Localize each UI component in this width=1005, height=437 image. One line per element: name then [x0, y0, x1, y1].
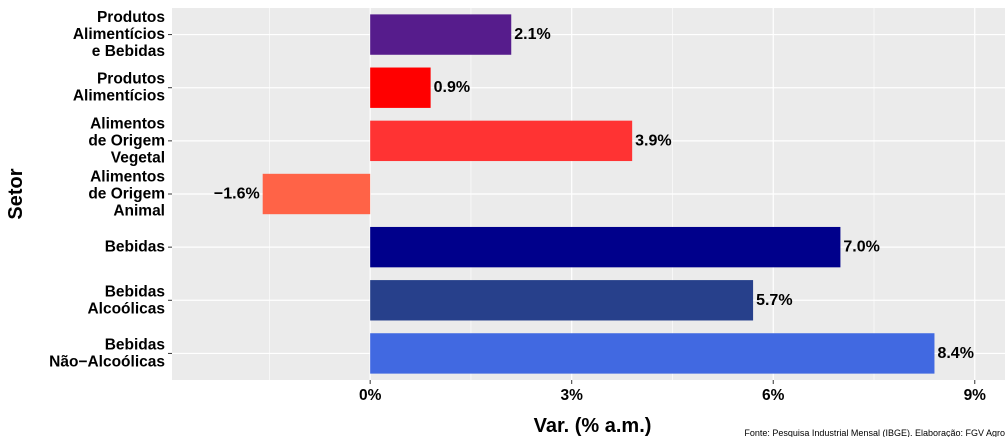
y-tick-label: Bebidas Alcoólicas: [87, 283, 165, 317]
data-label: 0.9%: [434, 79, 470, 96]
data-label: 5.7%: [756, 292, 792, 309]
data-label: 3.9%: [635, 132, 671, 149]
bar: [370, 14, 512, 55]
source-note: Fonte: Pesquisa Industrial Mensal (IBGE)…: [744, 428, 1005, 437]
y-tick-label: Produtos Alimentícios: [73, 71, 165, 105]
bar: [370, 67, 431, 108]
bars: [262, 14, 935, 374]
bar: [370, 280, 754, 321]
data-label: −1.6%: [214, 186, 260, 203]
x-axis-title: Var. (% a.m.): [534, 415, 652, 437]
bar: [370, 120, 633, 162]
x-tick-label: 3%: [561, 387, 584, 404]
bar: [370, 226, 841, 268]
bar: [262, 173, 371, 215]
x-tick-label: 6%: [762, 387, 785, 404]
y-axis-title: Setor: [5, 168, 27, 219]
x-tick-label: 9%: [964, 387, 987, 404]
bar: [370, 333, 935, 374]
y-tick-label: Alimentos de Origem Animal: [88, 169, 165, 220]
y-tick-label: Alimentos de Origem Vegetal: [88, 115, 165, 166]
data-labels: 2.1% 0.9% 3.9% −1.6% 7.0% 5.7% 8.4%: [214, 26, 974, 362]
data-label: 2.1%: [514, 26, 550, 43]
y-tick-label: Bebidas Não−Alcoólicas: [49, 336, 165, 370]
data-label: 8.4%: [937, 345, 973, 362]
y-tick-label: Bebidas: [105, 239, 165, 256]
y-axis-ticks: Produtos Alimentícios e Bebidas Produtos Ali…: [49, 9, 172, 370]
data-label: 7.0%: [843, 239, 879, 256]
y-tick-label: Produtos Alimentícios e Bebidas: [73, 9, 165, 60]
x-axis-ticks: 0% 3% 6% 9%: [359, 380, 986, 404]
x-tick-label: 0%: [359, 387, 382, 404]
